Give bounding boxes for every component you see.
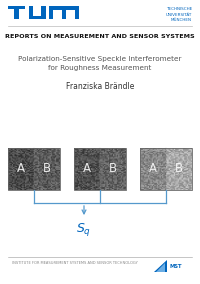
Text: B: B <box>43 162 51 176</box>
Bar <box>166 148 192 190</box>
Polygon shape <box>154 260 167 272</box>
Text: MST: MST <box>169 264 182 270</box>
Bar <box>74 148 126 190</box>
Bar <box>100 148 126 190</box>
Polygon shape <box>156 263 165 272</box>
Bar <box>62 6 66 19</box>
Bar <box>75 6 79 19</box>
Bar <box>8 148 60 190</box>
Bar <box>140 148 166 190</box>
Text: A: A <box>149 162 157 176</box>
Text: B: B <box>109 162 117 176</box>
Text: REPORTS ON MEASUREMENT AND SENSOR SYSTEMS: REPORTS ON MEASUREMENT AND SENSOR SYSTEM… <box>5 34 195 39</box>
Text: TECHNISCHE
UNIVERSITÄT
MÜNCHEN: TECHNISCHE UNIVERSITÄT MÜNCHEN <box>166 7 192 22</box>
Bar <box>74 148 100 190</box>
Bar <box>34 148 60 190</box>
Bar <box>8 148 34 190</box>
Text: A: A <box>17 162 25 176</box>
Text: for Roughness Measurement: for Roughness Measurement <box>48 65 152 71</box>
Bar <box>14 9 19 19</box>
Text: INSTITUTE FOR MEASUREMENT SYSTEMS AND SENSOR TECHNOLOGY: INSTITUTE FOR MEASUREMENT SYSTEMS AND SE… <box>12 261 138 265</box>
Bar <box>53 6 62 10</box>
Bar <box>66 6 75 10</box>
Bar <box>49 6 53 19</box>
Bar <box>8 6 25 9</box>
Text: $S_q$: $S_q$ <box>76 221 92 238</box>
Text: B: B <box>175 162 183 176</box>
Bar <box>29 16 46 19</box>
Bar <box>29 6 33 19</box>
Bar <box>140 148 192 190</box>
Text: A: A <box>83 162 91 176</box>
Text: Polarization-Sensitive Speckle Interferometer: Polarization-Sensitive Speckle Interfero… <box>18 56 182 62</box>
Text: Franziska Brändle: Franziska Brändle <box>66 82 134 91</box>
Bar <box>41 6 46 19</box>
